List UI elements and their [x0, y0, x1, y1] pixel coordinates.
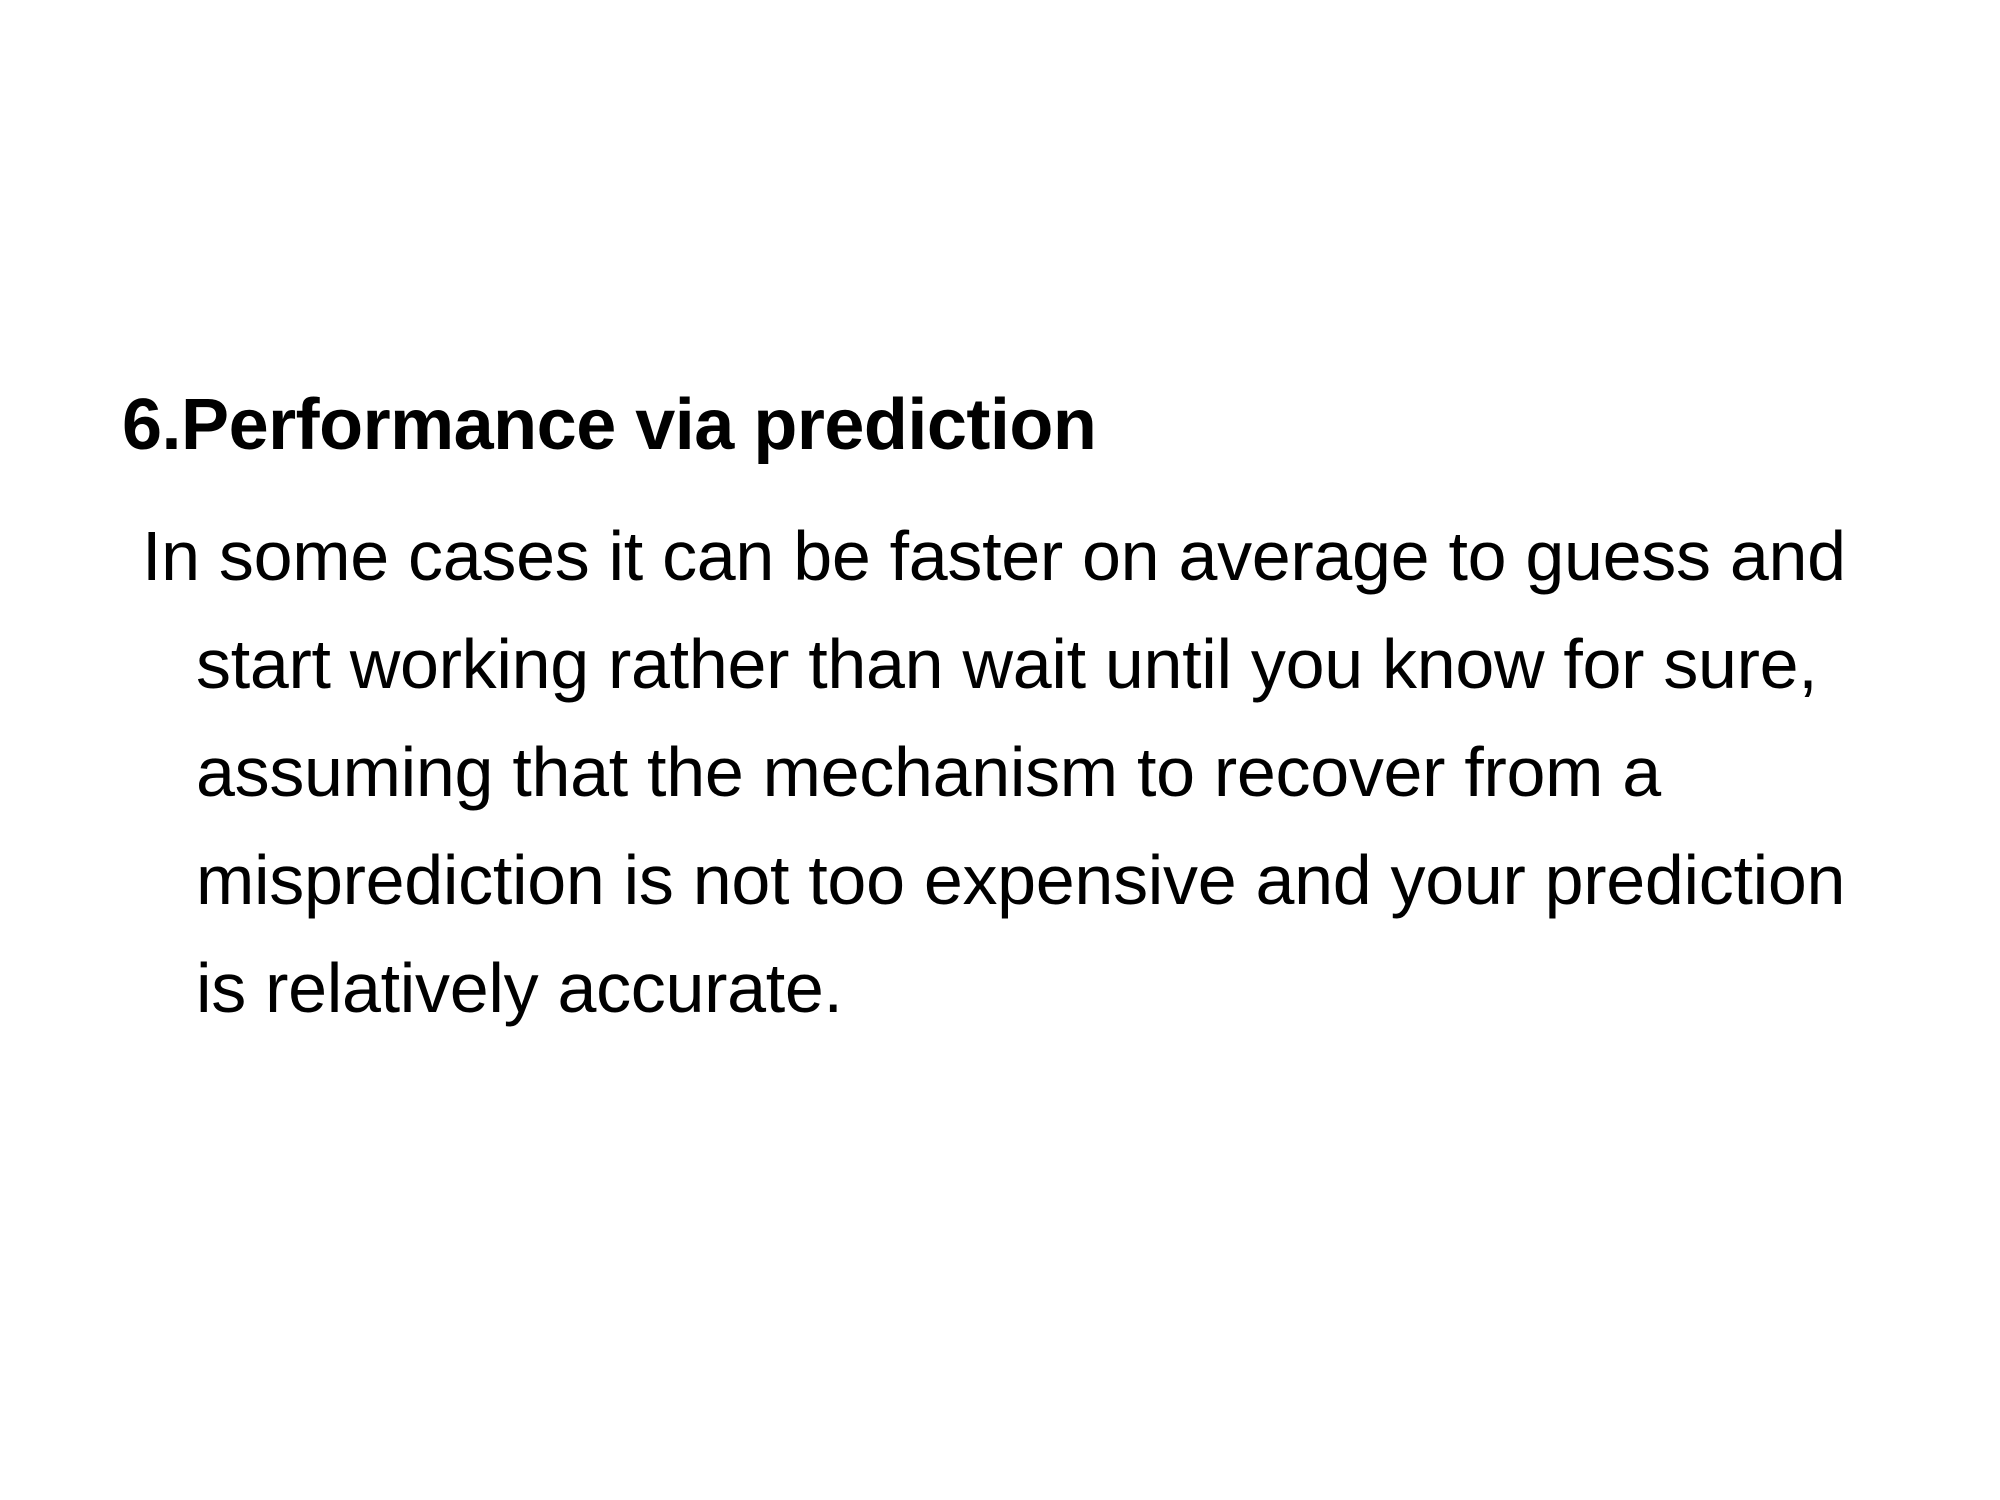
slide-body-text: In some cases it can be faster on averag…: [142, 517, 1846, 1027]
slide-heading: 6.Performance via prediction: [122, 385, 1097, 465]
